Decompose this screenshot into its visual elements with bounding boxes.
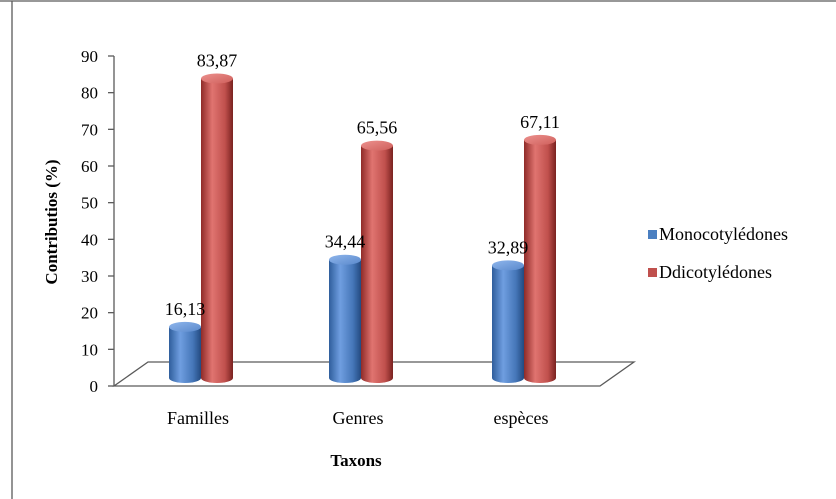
cylinder-body xyxy=(492,265,524,383)
cylinder-body xyxy=(361,145,393,383)
cylinder-top xyxy=(201,73,233,84)
x-category-label: Familles xyxy=(167,408,229,428)
data-label: 83,87 xyxy=(197,50,238,70)
x-category-label: Genres xyxy=(333,408,384,428)
cylinder-body xyxy=(169,326,201,383)
bar-dicotyledones-0 xyxy=(201,73,233,383)
y-tick-label: 0 xyxy=(90,377,99,396)
y-tick-label: 40 xyxy=(81,230,98,249)
legend-label-dicotyledones: Ddicotylédones xyxy=(659,262,772,282)
bar-monocotyledones-1 xyxy=(329,254,361,383)
y-tick-label: 90 xyxy=(81,47,98,66)
bar-dicotyledones-1 xyxy=(361,140,393,383)
data-label: 16,13 xyxy=(165,299,206,319)
x-category-label: espèces xyxy=(494,408,549,428)
y-tick-label: 30 xyxy=(81,267,98,286)
cylinder-top xyxy=(361,140,393,151)
x-axis-title: Taxons xyxy=(330,451,382,470)
cylinder-top xyxy=(329,254,361,265)
legend-label-monocotyledones: Monocotylédones xyxy=(659,224,788,244)
bar-monocotyledones-0 xyxy=(169,321,201,383)
cylinder-top xyxy=(492,260,524,271)
bar-monocotyledones-2 xyxy=(492,260,524,383)
y-tick-label: 60 xyxy=(81,157,98,176)
category-labels-group: Familles Genres espèces xyxy=(167,408,548,428)
legend-swatch-monocotyledones xyxy=(648,230,657,239)
data-label: 67,11 xyxy=(520,112,560,132)
y-axis-ticks: 0 10 20 30 40 50 60 70 80 90 xyxy=(81,47,114,396)
data-labels-group: 16,13 83,87 34,44 65,56 32,89 67,11 xyxy=(165,50,560,318)
y-tick-label: 20 xyxy=(81,304,98,323)
data-label: 32,89 xyxy=(488,237,529,257)
y-tick-label: 70 xyxy=(81,120,98,139)
y-axis-title: Contributios (%) xyxy=(42,159,61,284)
cylinder-top xyxy=(524,134,556,145)
y-tick-label: 50 xyxy=(81,194,98,213)
bar-series-group xyxy=(169,73,556,383)
cylinder-top xyxy=(169,321,201,332)
legend: Monocotylédones Ddicotylédones xyxy=(648,224,788,282)
y-tick-label: 10 xyxy=(81,340,98,359)
legend-swatch-dicotyledones xyxy=(648,268,657,277)
cylinder-body xyxy=(201,78,233,383)
y-tick-label: 80 xyxy=(81,84,98,103)
data-label: 34,44 xyxy=(325,232,366,252)
cylinder-body xyxy=(524,139,556,383)
cylinder-body xyxy=(329,259,361,383)
bar-dicotyledones-2 xyxy=(524,134,556,383)
data-label: 65,56 xyxy=(357,118,398,138)
